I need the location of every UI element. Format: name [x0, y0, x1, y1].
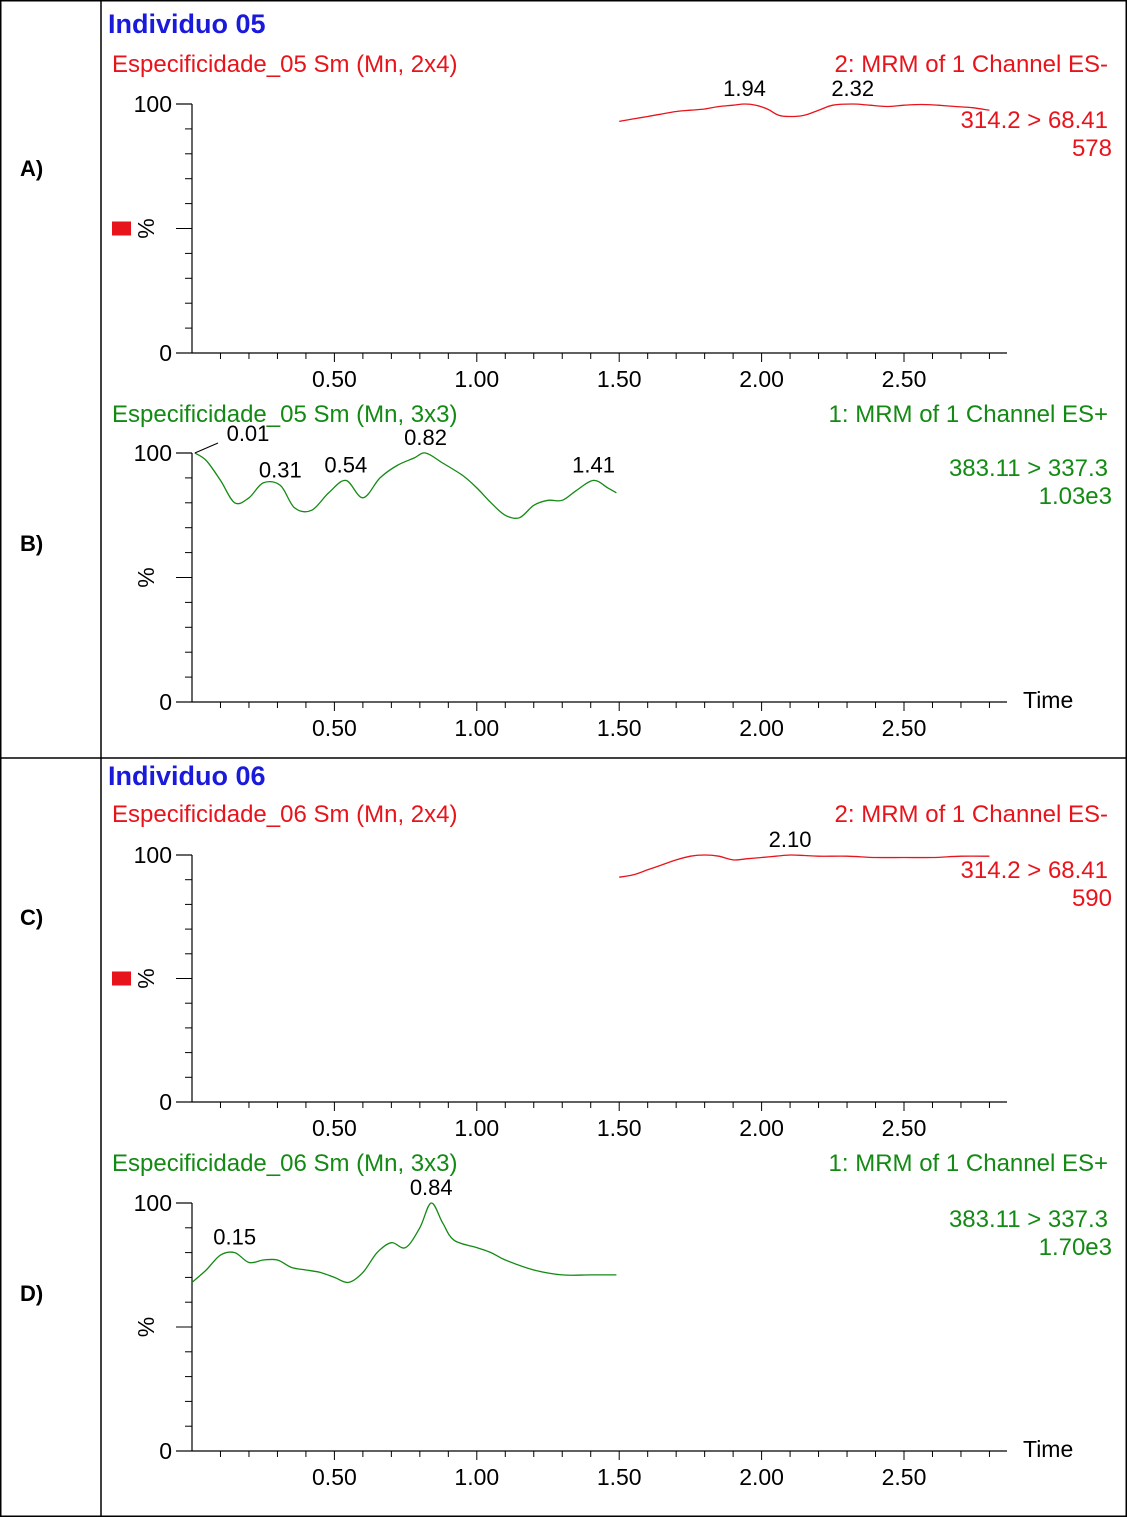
- x-tick-label: 2.50: [882, 1464, 927, 1490]
- intensity-label: 1.70e3: [1039, 1234, 1112, 1261]
- panel-A: Individuo 05 A) Especificidade_05 Sm (Mn, …: [20, 9, 1112, 392]
- chromatogram-trace: [619, 103, 990, 123]
- panel-letter: B): [20, 531, 43, 556]
- peak-label: 0.82: [404, 425, 447, 450]
- y-tick-label-100: 100: [134, 91, 172, 117]
- y-tick-label-100: 100: [134, 842, 172, 868]
- transition-label: 383.11 > 337.3: [949, 1206, 1108, 1233]
- red-square-marker: [112, 971, 131, 986]
- x-tick-label: 0.50: [312, 1464, 357, 1490]
- sample-title: Especificidade_05 Sm (Mn, 2x4): [112, 51, 458, 78]
- x-tick-label: 1.00: [454, 715, 499, 741]
- x-tick-label: 1.50: [597, 1464, 642, 1490]
- transition-label: 314.2 > 68.41: [961, 857, 1108, 884]
- block-heading: Individuo 05: [108, 9, 266, 39]
- y-axis-label: %: [133, 218, 159, 238]
- peak-label: 0.15: [213, 1225, 256, 1250]
- peak-label: 1.41: [572, 452, 615, 477]
- intensity-label: 590: [1072, 885, 1112, 912]
- x-tick-label: 2.00: [739, 1115, 784, 1141]
- x-tick-label: 1.00: [454, 1115, 499, 1141]
- sample-title: Especificidade_05 Sm (Mn, 3x3): [112, 401, 458, 428]
- x-tick-label: 1.50: [597, 366, 642, 392]
- x-tick-label: 2.50: [882, 366, 927, 392]
- x-tick-label: 0.50: [312, 715, 357, 741]
- peak-leader-line: [194, 442, 219, 454]
- transition-label: 314.2 > 68.41: [961, 107, 1108, 134]
- intensity-label: 578: [1072, 135, 1112, 162]
- x-tick-label: 1.50: [597, 1115, 642, 1141]
- y-tick-label-0: 0: [159, 340, 172, 366]
- peak-label: 1.94: [723, 76, 766, 101]
- peak-label: 2.32: [831, 76, 874, 101]
- channel-label: 2: MRM of 1 Channel ES-: [835, 51, 1108, 78]
- chromatogram-trace: [619, 854, 990, 878]
- peak-label: 0.84: [410, 1175, 453, 1200]
- x-axis-time-label: Time: [1023, 687, 1073, 713]
- red-square-marker: [112, 221, 131, 236]
- y-axis-label: %: [133, 968, 159, 988]
- x-tick-label: 2.00: [739, 366, 784, 392]
- block-heading: Individuo 06: [108, 761, 266, 791]
- channel-label: 1: MRM of 1 Channel ES+: [829, 1150, 1108, 1177]
- chromatogram-trace: [191, 1202, 617, 1284]
- peak-label: 0.01: [227, 421, 270, 446]
- sample-title: Especificidade_06 Sm (Mn, 3x3): [112, 1150, 458, 1177]
- transition-label: 383.11 > 337.3: [949, 455, 1108, 482]
- channel-label: 2: MRM of 1 Channel ES-: [835, 801, 1108, 828]
- y-axis-label: %: [133, 1317, 159, 1337]
- channel-label: 1: MRM of 1 Channel ES+: [829, 401, 1108, 428]
- y-tick-label-100: 100: [134, 440, 172, 466]
- x-tick-label: 1.50: [597, 715, 642, 741]
- x-tick-label: 0.50: [312, 366, 357, 392]
- peak-label: 0.54: [324, 452, 367, 477]
- x-tick-label: 2.50: [882, 1115, 927, 1141]
- x-tick-label: 0.50: [312, 1115, 357, 1141]
- chromatogram-trace: [194, 452, 617, 520]
- peak-label: 0.31: [259, 457, 302, 482]
- sample-title: Especificidade_06 Sm (Mn, 2x4): [112, 801, 458, 828]
- x-axis-time-label: Time: [1023, 1436, 1073, 1462]
- panel-letter: C): [20, 905, 43, 930]
- panel-letter: A): [20, 156, 43, 181]
- x-tick-label: 2.00: [739, 1464, 784, 1490]
- panel-letter: D): [20, 1281, 43, 1306]
- x-tick-label: 2.50: [882, 715, 927, 741]
- y-tick-label-0: 0: [159, 1089, 172, 1115]
- panel-C: Individuo 06 C) Especificidade_06 Sm (Mn, …: [20, 761, 1112, 1141]
- y-tick-label-0: 0: [159, 1438, 172, 1464]
- y-tick-label-0: 0: [159, 689, 172, 715]
- peak-label: 2.10: [769, 827, 812, 852]
- y-axis-label: %: [133, 567, 159, 587]
- x-tick-label: 1.00: [454, 366, 499, 392]
- y-tick-label-100: 100: [134, 1190, 172, 1216]
- intensity-label: 1.03e3: [1039, 483, 1112, 510]
- panel-B: B) Especificidade_05 Sm (Mn, 3x3) 1: MRM o…: [20, 401, 1112, 741]
- x-tick-label: 1.00: [454, 1464, 499, 1490]
- x-tick-label: 2.00: [739, 715, 784, 741]
- panel-D: D) Especificidade_06 Sm (Mn, 3x3) 1: MRM o…: [20, 1150, 1112, 1490]
